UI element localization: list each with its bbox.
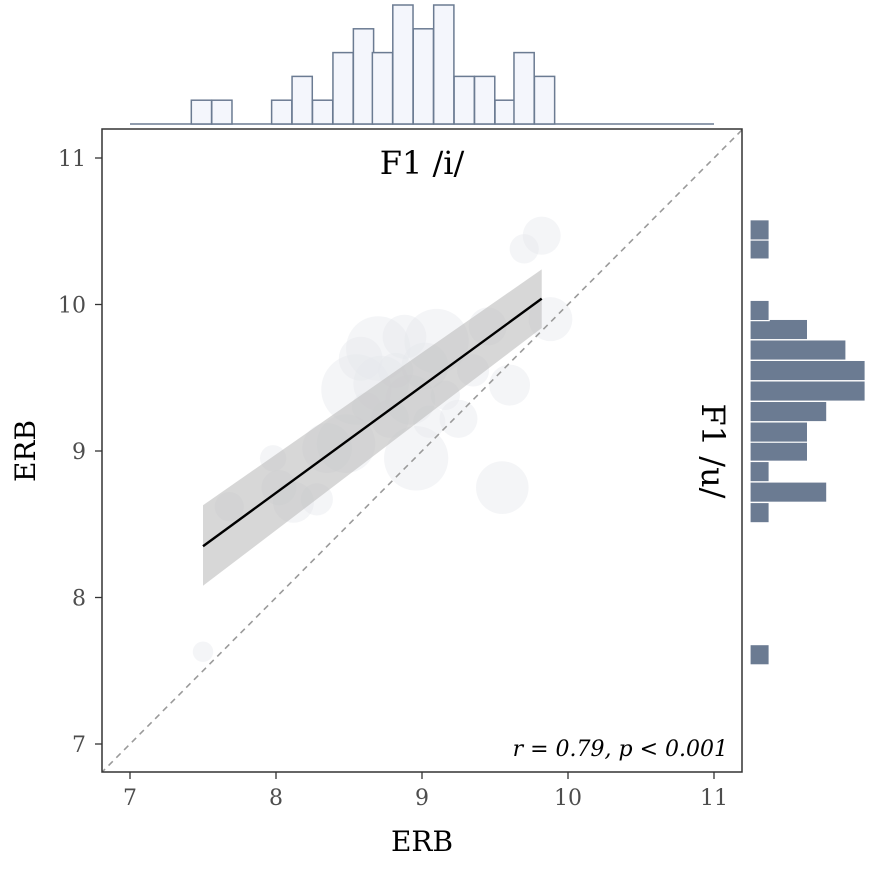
scatter-point	[509, 234, 539, 264]
top-hist-bar	[533, 75, 556, 125]
correlation-annotation: r = 0.79, p < 0.001	[513, 737, 728, 762]
y-variable-title: F1 /u/	[694, 404, 732, 499]
x-variable-title: F1 /i/	[380, 144, 465, 182]
top-hist-bar	[412, 28, 435, 125]
x-tick-label: 9	[415, 786, 429, 811]
top-hist-bar	[432, 4, 455, 125]
scatter-point	[382, 314, 427, 359]
side-hist-bar	[749, 238, 770, 260]
y-tick-label: 10	[58, 294, 86, 319]
side-hist-bar	[749, 380, 866, 402]
y-tick-label: 11	[58, 147, 86, 172]
top-hist-bar	[371, 51, 394, 125]
x-tick-label: 11	[700, 786, 728, 811]
top-hist-bar	[453, 75, 476, 125]
x-tick-label: 7	[123, 786, 137, 811]
top-hist-bar	[494, 99, 516, 125]
x-axis-ticks: 7 8 9 10 11	[123, 772, 728, 811]
top-hist-bar	[270, 99, 293, 125]
scatter-point	[439, 399, 478, 438]
side-hist-bar	[749, 318, 809, 341]
side-hist-bar	[749, 421, 809, 443]
top-hist-bar	[392, 4, 414, 125]
side-hist-bar	[749, 299, 770, 322]
top-hist-bar	[211, 99, 233, 125]
side-hist-bar	[749, 481, 828, 503]
scatter-point	[476, 461, 529, 514]
side-hist-bar	[749, 643, 770, 666]
plot-panel	[101, 128, 743, 773]
scatter-point	[384, 426, 449, 491]
identity-line	[102, 129, 742, 772]
x-tick-label: 8	[269, 786, 283, 811]
scatter-point	[338, 336, 383, 381]
side-hist-bar	[749, 219, 770, 241]
top-hist-bar	[513, 51, 535, 125]
side-marginal-histogram	[749, 219, 866, 666]
y-tick-label: 8	[72, 587, 86, 612]
side-hist-bar	[749, 359, 866, 382]
confidence-band	[203, 269, 542, 586]
top-hist-bar	[352, 28, 375, 125]
y-tick-label: 7	[72, 733, 86, 758]
top-marginal-histogram	[130, 4, 714, 125]
top-hist-bar	[332, 51, 354, 125]
x-tick-label: 10	[554, 786, 582, 811]
y-axis-ticks: 7 8 9 10 11	[58, 147, 102, 758]
y-axis-label: ERB	[9, 420, 42, 482]
regression-line	[202, 297, 543, 548]
top-hist-bar	[473, 75, 496, 125]
side-hist-bar	[749, 501, 770, 524]
scatter-point	[522, 216, 561, 255]
scatter-point	[192, 641, 214, 662]
y-tick-label: 9	[72, 440, 86, 465]
top-hist-bar	[190, 99, 213, 125]
top-hist-bar	[311, 99, 334, 125]
side-hist-bar	[749, 339, 847, 361]
side-hist-bar	[749, 400, 828, 423]
side-hist-bar	[749, 440, 809, 462]
scatter-point	[346, 316, 411, 381]
side-hist-bar	[749, 460, 770, 483]
x-axis-label: ERB	[391, 825, 453, 858]
top-hist-bar	[291, 75, 314, 125]
scatter-point	[489, 364, 531, 406]
